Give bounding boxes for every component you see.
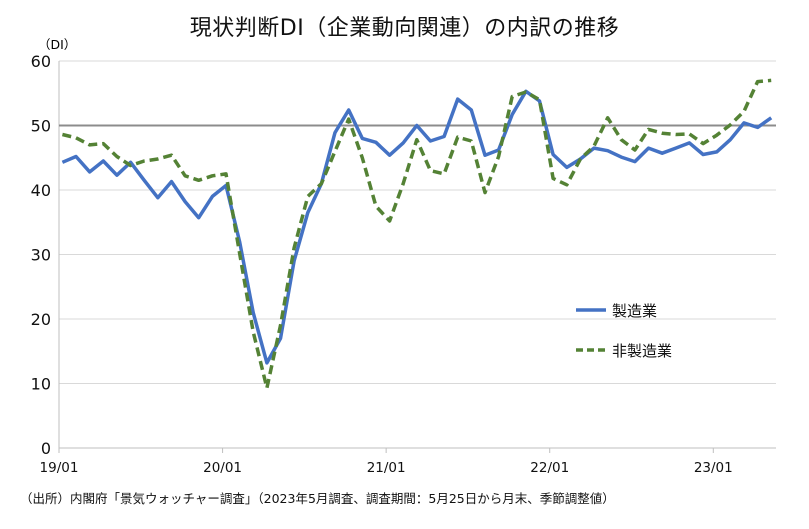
x-tick-label: 20/01 <box>203 460 242 476</box>
x-tick-label: 23/01 <box>694 460 733 476</box>
y-tick-label: 30 <box>31 246 51 265</box>
x-tick-label: 19/01 <box>40 460 79 476</box>
series-lines <box>61 78 773 390</box>
y-tick-label: 20 <box>31 310 51 329</box>
y-unit-label: （DI） <box>38 37 76 52</box>
chart-title: 現状判断DI（企業動向関連）の内訳の推移 <box>189 16 620 41</box>
gridlines <box>59 60 776 384</box>
legend-label: 製造業 <box>612 302 657 320</box>
y-tick-label: 40 <box>31 181 51 200</box>
x-tick-label: 22/01 <box>530 460 569 476</box>
y-tick-label: 10 <box>31 375 51 394</box>
y-tick-label: 50 <box>31 117 51 136</box>
axes: 0 10 20 30 40 50 60 19/01 20/01 21/01 22/01 23/01 <box>31 52 776 476</box>
source-note: （出所）内閣府「景気ウォッチャー調査」（2023年5月調査、調査期間：5月25日… <box>20 491 615 506</box>
series-line-non-manufacturing <box>61 78 772 390</box>
x-tick-label: 21/01 <box>367 460 406 476</box>
y-tick-label: 60 <box>31 52 51 71</box>
series-line-manufacturing <box>61 89 773 365</box>
y-tick-label: 0 <box>41 439 51 458</box>
legend-label: 非製造業 <box>612 342 672 360</box>
